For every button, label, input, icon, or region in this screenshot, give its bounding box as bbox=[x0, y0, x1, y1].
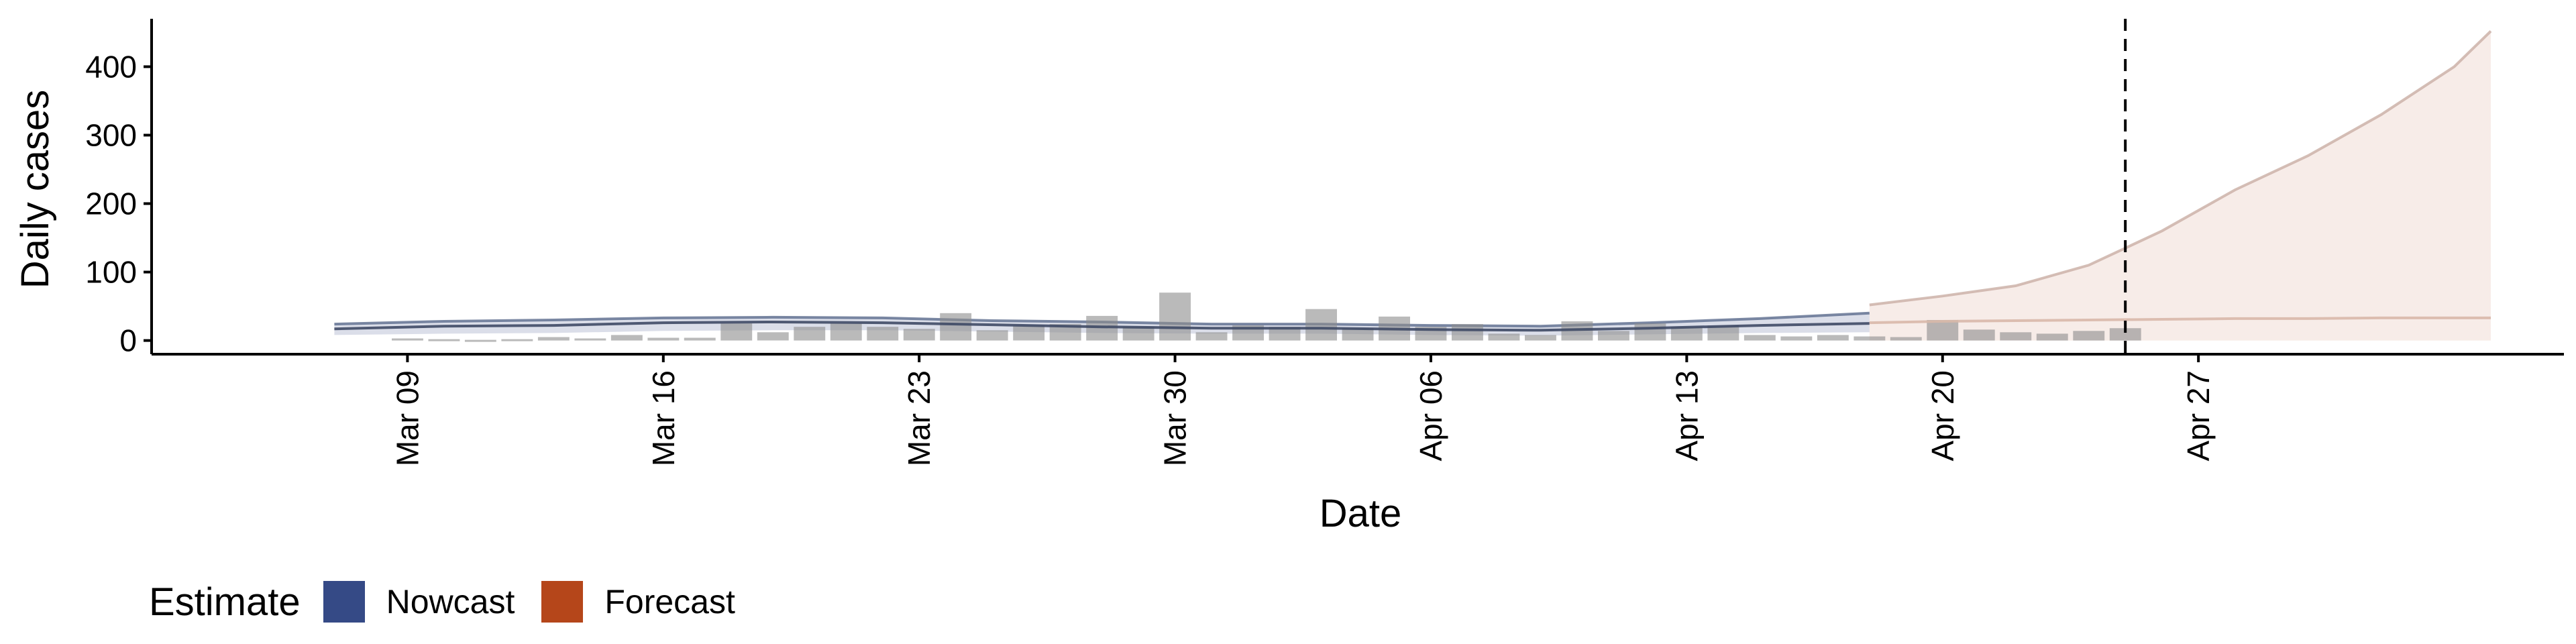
y-tick-label: 200 bbox=[85, 186, 137, 221]
case-bar bbox=[1269, 327, 1301, 341]
ci-band-forecast bbox=[1869, 31, 2491, 341]
ci-upper-forecast bbox=[1869, 30, 2492, 307]
case-bar bbox=[794, 327, 826, 341]
y-axis-ticks: 0 100 200 300 400 bbox=[85, 49, 152, 358]
case-bar bbox=[720, 323, 753, 341]
legend-label-forecast: Forecast bbox=[604, 583, 735, 621]
case-bar bbox=[1634, 323, 1666, 341]
case-bar bbox=[2000, 332, 2032, 341]
legend: Estimate Nowcast Forecast bbox=[149, 578, 762, 625]
case-bar bbox=[1013, 325, 1045, 341]
case-bar bbox=[1817, 335, 1849, 341]
y-tick-label: 0 bbox=[119, 323, 137, 358]
x-tick-label: Apr 13 bbox=[1669, 370, 1704, 462]
x-tick-label: Mar 30 bbox=[1158, 370, 1193, 466]
case-bar bbox=[903, 329, 935, 341]
y-tick-label: 400 bbox=[85, 49, 137, 84]
case-bar bbox=[1195, 332, 1228, 341]
x-tick-label: Mar 16 bbox=[646, 370, 681, 466]
x-tick-label: Mar 09 bbox=[390, 370, 425, 466]
legend-label-nowcast: Nowcast bbox=[386, 583, 515, 621]
x-tick-label: Apr 20 bbox=[1925, 370, 1960, 462]
case-bar bbox=[1122, 327, 1155, 341]
case-bar bbox=[464, 339, 496, 342]
legend-swatch-forecast bbox=[541, 581, 584, 623]
case-bar bbox=[1927, 320, 1959, 341]
case-bar bbox=[867, 327, 899, 341]
case-bar bbox=[501, 339, 533, 341]
case-bar bbox=[1452, 324, 1483, 341]
case-bar bbox=[1707, 325, 1739, 341]
case-bar bbox=[1963, 329, 1995, 341]
case-bar bbox=[1743, 335, 1776, 341]
case-bar bbox=[428, 339, 460, 341]
case-bar bbox=[1598, 331, 1629, 341]
case-bar bbox=[1488, 333, 1520, 341]
case-bar bbox=[1670, 327, 1703, 341]
case-bar bbox=[1159, 292, 1191, 341]
x-axis-title: Date bbox=[1320, 492, 1402, 535]
case-bar bbox=[976, 330, 1008, 341]
case-bar bbox=[757, 332, 789, 341]
case-bar bbox=[610, 335, 643, 341]
case-bar bbox=[1890, 337, 1922, 341]
case-bar bbox=[940, 313, 972, 341]
legend-title: Estimate bbox=[149, 580, 301, 624]
chart: 0 100 200 300 400 Mar 09 Mar 16 Mar 23 Mar 30 Ap… bbox=[13, 19, 2564, 535]
case-bar bbox=[392, 338, 423, 341]
ci-bands bbox=[334, 30, 2492, 341]
y-axis-title: Daily cases bbox=[13, 90, 57, 289]
case-bar bbox=[2073, 331, 2105, 341]
case-bar bbox=[647, 337, 680, 341]
x-axis-ticks: Mar 09 Mar 16 Mar 23 Mar 30 Apr 06 Apr 13 Apr … bbox=[390, 354, 2216, 466]
case-bar bbox=[684, 337, 716, 341]
case-bar bbox=[830, 323, 862, 341]
case-bar bbox=[2036, 333, 2068, 341]
legend-swatch-nowcast bbox=[323, 581, 365, 623]
case-bar bbox=[574, 338, 606, 341]
y-tick-label: 100 bbox=[85, 255, 137, 290]
case-bar bbox=[537, 337, 570, 341]
median-line-forecast bbox=[1869, 316, 2491, 325]
case-bar bbox=[2109, 328, 2141, 341]
y-tick-label: 300 bbox=[85, 117, 137, 152]
case-bar bbox=[1525, 335, 1556, 341]
case-bar bbox=[1854, 336, 1886, 341]
x-tick-label: Mar 23 bbox=[902, 370, 936, 466]
case-bar bbox=[1342, 328, 1374, 341]
x-tick-label: Apr 27 bbox=[2181, 370, 2216, 462]
case-bar bbox=[1780, 336, 1813, 341]
case-bar bbox=[1305, 309, 1337, 341]
median-line-nowcast bbox=[334, 320, 1870, 332]
x-tick-label: Apr 06 bbox=[1413, 370, 1448, 462]
series-lines bbox=[334, 316, 2491, 332]
